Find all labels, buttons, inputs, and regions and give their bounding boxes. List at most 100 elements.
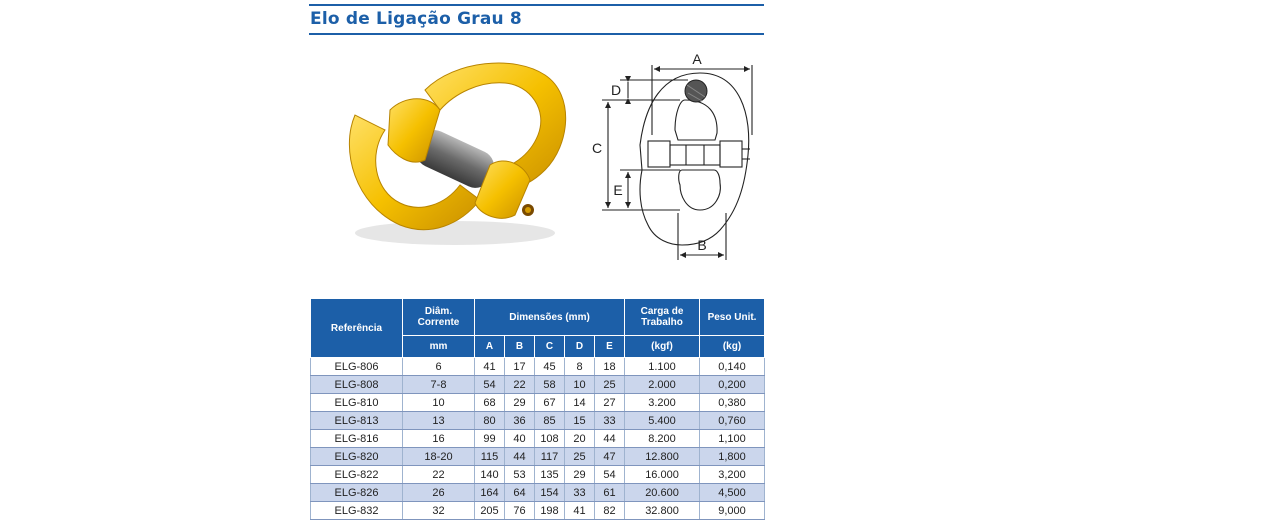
header-col-a: A xyxy=(474,335,505,358)
cell-ref: ELG-816 xyxy=(310,429,403,448)
cell-d: 15 xyxy=(564,411,595,430)
page-title: Elo de Ligação Grau 8 xyxy=(310,9,522,29)
cell-carga: 8.200 xyxy=(624,429,701,448)
cell-peso: 0,380 xyxy=(699,393,766,412)
cell-e: 82 xyxy=(593,501,626,520)
cell-diam: 10 xyxy=(402,393,475,412)
table-row: ELG-820 18-20 115 44 117 25 47 12.800 1,800 xyxy=(310,447,766,466)
cell-e: 33 xyxy=(593,411,626,430)
table-row: ELG-816 16 99 40 108 20 44 8.200 1,100 xyxy=(310,429,766,448)
header-col-d: D xyxy=(564,335,595,358)
cell-diam: 13 xyxy=(402,411,475,430)
cell-ref: ELG-813 xyxy=(310,411,403,430)
cell-a: 140 xyxy=(474,465,505,484)
cell-peso: 4,500 xyxy=(699,483,766,502)
cell-c: 198 xyxy=(534,501,565,520)
cell-carga: 2.000 xyxy=(624,375,701,394)
title-bar: Elo de Ligação Grau 8 xyxy=(309,4,764,35)
cell-d: 29 xyxy=(564,465,595,484)
cell-carga: 5.400 xyxy=(624,411,701,430)
cell-diam: 26 xyxy=(402,483,475,502)
cell-b: 29 xyxy=(504,393,535,412)
cell-d: 10 xyxy=(564,375,595,394)
spec-table: Referência Diâm. Corrente Dimensões (mm)… xyxy=(310,298,766,520)
cell-e: 27 xyxy=(593,393,626,412)
cell-a: 80 xyxy=(474,411,505,430)
table-row: ELG-822 22 140 53 135 29 54 16.000 3,200 xyxy=(310,465,766,484)
cell-ref: ELG-808 xyxy=(310,375,403,394)
dim-label-c: C xyxy=(592,140,602,156)
header-peso: Peso Unit. xyxy=(699,298,766,336)
cell-e: 47 xyxy=(593,447,626,466)
cell-ref: ELG-832 xyxy=(310,501,403,520)
cell-d: 20 xyxy=(564,429,595,448)
cell-c: 108 xyxy=(534,429,565,448)
table-row: ELG-832 32 205 76 198 41 82 32.800 9,000 xyxy=(310,501,766,520)
cell-diam: 7-8 xyxy=(402,375,475,394)
cell-carga: 32.800 xyxy=(624,501,701,520)
cell-carga: 1.100 xyxy=(624,357,701,376)
cell-e: 61 xyxy=(593,483,626,502)
cell-d: 14 xyxy=(564,393,595,412)
header-col-b: B xyxy=(504,335,535,358)
cell-c: 45 xyxy=(534,357,565,376)
header-carga: Carga de Trabalho xyxy=(624,298,701,336)
cell-diam: 32 xyxy=(402,501,475,520)
cell-e: 44 xyxy=(593,429,626,448)
cell-a: 99 xyxy=(474,429,505,448)
cell-c: 85 xyxy=(534,411,565,430)
cell-diam: 18-20 xyxy=(402,447,475,466)
cell-c: 67 xyxy=(534,393,565,412)
cell-a: 205 xyxy=(474,501,505,520)
table-row: ELG-813 13 80 36 85 15 33 5.400 0,760 xyxy=(310,411,766,430)
cell-b: 53 xyxy=(504,465,535,484)
cell-a: 68 xyxy=(474,393,505,412)
cell-e: 25 xyxy=(593,375,626,394)
cell-peso: 0,760 xyxy=(699,411,766,430)
cell-ref: ELG-826 xyxy=(310,483,403,502)
header-unit-kgf: (kgf) xyxy=(624,335,701,358)
cell-b: 64 xyxy=(504,483,535,502)
cell-ref: ELG-820 xyxy=(310,447,403,466)
header-col-e: E xyxy=(593,335,626,358)
cell-b: 36 xyxy=(504,411,535,430)
cell-c: 135 xyxy=(534,465,565,484)
cell-c: 154 xyxy=(534,483,565,502)
cell-d: 8 xyxy=(564,357,595,376)
dim-label-d: D xyxy=(611,82,621,98)
product-photo xyxy=(348,62,567,245)
table-row: ELG-806 6 41 17 45 8 18 1.100 0,140 xyxy=(310,357,766,376)
cell-ref: ELG-806 xyxy=(310,357,403,376)
table-row: ELG-826 26 164 64 154 33 61 20.600 4,500 xyxy=(310,483,766,502)
cell-c: 117 xyxy=(534,447,565,466)
cell-peso: 0,140 xyxy=(699,357,766,376)
dim-label-b: B xyxy=(697,237,706,253)
dim-label-e: E xyxy=(613,182,622,198)
cell-diam: 22 xyxy=(402,465,475,484)
cell-e: 18 xyxy=(593,357,626,376)
cell-ref: ELG-822 xyxy=(310,465,403,484)
header-col-c: C xyxy=(534,335,565,358)
cell-a: 54 xyxy=(474,375,505,394)
header-unit-mm: mm xyxy=(402,335,475,358)
dim-label-a: A xyxy=(692,51,702,67)
dimension-diagram: A B C D E xyxy=(592,51,753,260)
cell-b: 17 xyxy=(504,357,535,376)
cell-b: 22 xyxy=(504,375,535,394)
cell-peso: 9,000 xyxy=(699,501,766,520)
cell-ref: ELG-810 xyxy=(310,393,403,412)
cell-peso: 0,200 xyxy=(699,375,766,394)
cell-a: 41 xyxy=(474,357,505,376)
cell-d: 41 xyxy=(564,501,595,520)
cell-peso: 1,100 xyxy=(699,429,766,448)
cell-b: 44 xyxy=(504,447,535,466)
header-referencia: Referência xyxy=(310,298,403,358)
table-row: ELG-810 10 68 29 67 14 27 3.200 0,380 xyxy=(310,393,766,412)
header-diametro: Diâm. Corrente xyxy=(402,298,475,336)
cell-carga: 12.800 xyxy=(624,447,701,466)
cell-b: 76 xyxy=(504,501,535,520)
cell-b: 40 xyxy=(504,429,535,448)
cell-diam: 6 xyxy=(402,357,475,376)
table-row: ELG-808 7-8 54 22 58 10 25 2.000 0,200 xyxy=(310,375,766,394)
